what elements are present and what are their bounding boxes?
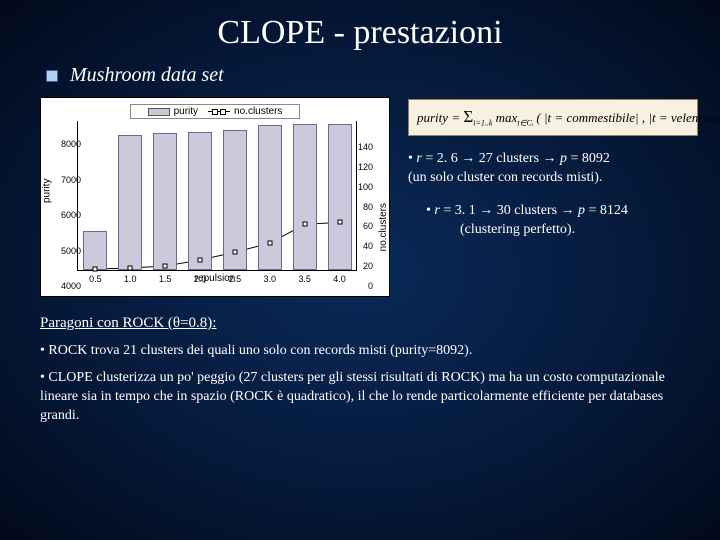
ytick-left: 4000	[61, 281, 81, 291]
xtick: 2.5	[229, 274, 242, 284]
ytick-right: 120	[358, 162, 373, 172]
bar	[83, 231, 107, 270]
line-marker	[337, 220, 342, 225]
y-left-label: purity	[42, 178, 53, 202]
subtitle-row: Mushroom data set	[0, 64, 720, 87]
bottom-section: Paragoni con ROCK (θ=0.8): • ROCK trova …	[0, 315, 720, 426]
compare-heading: Paragoni con ROCK (θ=0.8):	[40, 315, 680, 332]
line-marker	[93, 267, 98, 272]
line-marker	[163, 264, 168, 269]
line-marker	[232, 250, 237, 255]
bullet-square-icon	[46, 70, 58, 82]
xtick: 4.0	[333, 274, 346, 284]
legend-bar-swatch	[148, 108, 170, 116]
ytick-left: 8000	[61, 139, 81, 149]
chart-legend: purity no.clusters	[130, 104, 300, 119]
bar	[153, 133, 177, 270]
xtick: 1.5	[159, 274, 172, 284]
plot-area: 0.51.01.52.02.53.03.54.0	[77, 121, 357, 271]
note1-line1: • r = 2. 6 → 27 clusters → p = 8092	[408, 150, 698, 169]
slide-title: CLOPE - prestazioni	[0, 0, 720, 64]
ytick-right: 140	[358, 142, 373, 152]
legend-line-label: no.clusters	[234, 106, 282, 117]
ytick-right: 0	[368, 281, 373, 291]
ytick-left: 7000	[61, 175, 81, 185]
ytick-right: 80	[363, 202, 373, 212]
ytick-right: 20	[363, 261, 373, 271]
xtick: 2.0	[194, 274, 207, 284]
note-2: • r = 3. 1 → 30 clusters → p = 8124 (clu…	[408, 202, 698, 240]
legend-line: no.clusters	[208, 106, 282, 117]
line-marker	[302, 222, 307, 227]
right-column: purity = Σi=1..k maxt∈Cᵢ ( |t = commesti…	[408, 97, 698, 240]
bar	[328, 124, 352, 270]
note-1: • r = 2. 6 → 27 clusters → p = 8092 (un …	[408, 150, 698, 188]
ytick-right: 40	[363, 241, 373, 251]
xtick: 1.0	[124, 274, 137, 284]
note2-line2: (clustering perfetto).	[426, 221, 698, 240]
bar	[293, 124, 317, 270]
compare-bullet-2: • CLOPE clusterizza un po' peggio (27 cl…	[40, 369, 680, 426]
xtick: 0.5	[89, 274, 102, 284]
formula-box: purity = Σi=1..k maxt∈Cᵢ ( |t = commesti…	[408, 99, 698, 136]
xtick: 3.5	[298, 274, 311, 284]
line-marker	[128, 266, 133, 271]
line-marker	[198, 258, 203, 263]
line-marker	[267, 241, 272, 246]
ytick-left: 6000	[61, 210, 81, 220]
xtick: 3.0	[264, 274, 277, 284]
bar	[118, 135, 142, 270]
content-row: purity no.clusters purity no.clusters 0.…	[0, 97, 720, 297]
y-right-label: no.clusters	[378, 203, 389, 251]
bar	[188, 132, 212, 270]
note2-line1: • r = 3. 1 → 30 clusters → p = 8124	[426, 202, 698, 221]
chart-box: purity no.clusters purity no.clusters 0.…	[40, 97, 390, 297]
ytick-right: 60	[363, 221, 373, 231]
ytick-right: 100	[358, 182, 373, 192]
bar	[258, 125, 282, 270]
ytick-left: 5000	[61, 246, 81, 256]
subtitle-text: Mushroom data set	[70, 64, 224, 87]
legend-bar-label: purity	[174, 106, 198, 117]
legend-line-swatch	[208, 111, 230, 112]
note1-line2: (un solo cluster con records misti).	[408, 169, 698, 188]
legend-bar: purity	[148, 106, 198, 117]
compare-bullet-1: • ROCK trova 21 clusters dei quali uno s…	[40, 342, 680, 361]
